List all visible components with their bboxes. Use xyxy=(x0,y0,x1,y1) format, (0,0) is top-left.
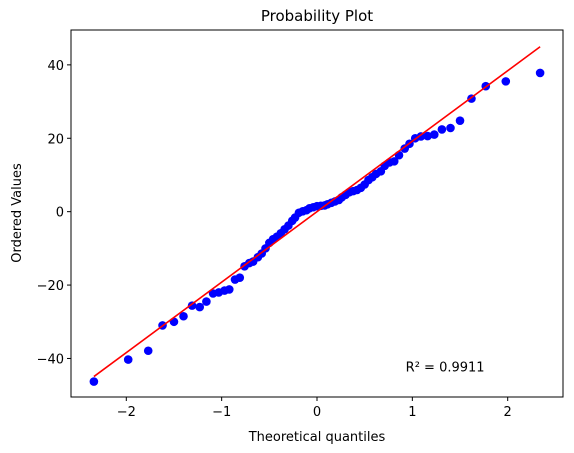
data-point xyxy=(224,285,234,294)
data-point xyxy=(429,130,439,139)
r-squared-annotation: R² = 0.9911 xyxy=(406,360,485,375)
plot-area: −2 −1 0 1 2 −40 −20 0 20 40 R² = 0.9911 xyxy=(37,29,564,420)
data-point xyxy=(446,123,455,133)
data-point xyxy=(187,301,197,310)
y-tick-label: 0 xyxy=(56,206,64,221)
y-axis-label: Ordered Values xyxy=(10,163,25,263)
data-point xyxy=(535,68,545,78)
data-point xyxy=(195,302,205,312)
y-tick-label: −20 xyxy=(37,279,64,294)
y-tick-label: 20 xyxy=(47,132,64,147)
x-tick-label: −2 xyxy=(117,405,136,420)
data-point xyxy=(416,132,426,141)
data-point xyxy=(235,273,245,283)
data-point xyxy=(394,150,404,160)
data-point xyxy=(455,116,465,125)
x-tick-label: 2 xyxy=(504,405,512,420)
x-axis-label: Theoretical quantiles xyxy=(248,430,386,445)
data-point xyxy=(437,125,447,134)
x-tick-label: 1 xyxy=(408,405,416,420)
y-tick-label: 40 xyxy=(47,59,64,74)
data-point xyxy=(202,297,211,306)
x-tick-label: 0 xyxy=(313,405,321,420)
data-point xyxy=(143,346,153,356)
data-point xyxy=(423,131,432,141)
fit-line xyxy=(93,46,541,378)
data-point xyxy=(89,377,99,386)
data-point xyxy=(179,311,188,321)
data-point xyxy=(123,355,133,364)
x-tick-label: −1 xyxy=(212,405,231,420)
data-point xyxy=(389,157,399,166)
data-point xyxy=(501,77,511,86)
chart-title: Probability Plot xyxy=(261,7,373,25)
y-tick-label: −40 xyxy=(37,352,64,367)
